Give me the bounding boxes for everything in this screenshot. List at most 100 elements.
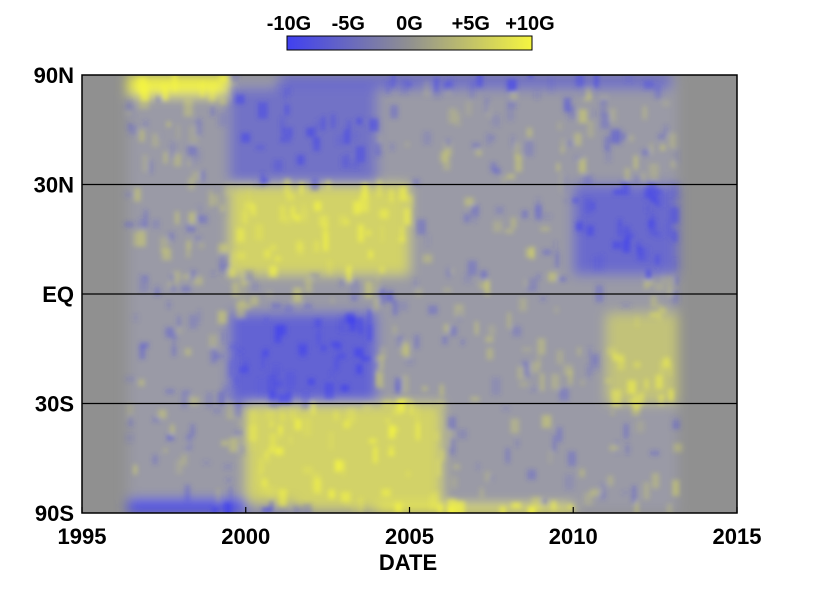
heatmap-cell [551, 501, 557, 511]
heatmap-cell [476, 463, 480, 470]
heatmap-cell [634, 501, 639, 513]
heatmap-cell [229, 344, 237, 349]
heatmap-cell [611, 389, 622, 407]
heatmap-cell [314, 240, 320, 252]
heatmap-cell [236, 301, 246, 319]
heatmap-cell [273, 380, 283, 387]
heatmap-cell [196, 205, 203, 221]
heatmap-cell [413, 278, 418, 288]
heatmap-cell [226, 402, 236, 420]
heatmap-cell [139, 342, 150, 348]
heatmap-cell [429, 493, 435, 510]
heatmap-cell [390, 143, 395, 151]
heatmap-cell [166, 121, 171, 127]
heatmap-cell [280, 116, 285, 135]
heatmap-cell [223, 183, 233, 196]
heatmap-cell [311, 402, 316, 415]
heatmap-cell [350, 318, 358, 323]
heatmap-cell [328, 431, 334, 450]
heatmap-cell [290, 206, 296, 218]
heatmap-cell [402, 397, 412, 403]
heatmap-cell [293, 507, 304, 513]
heatmap-cell [554, 306, 559, 313]
heatmap-cell [173, 328, 183, 334]
heatmap-cell [540, 296, 547, 302]
heatmap-cell [340, 155, 349, 169]
heatmap-cell [314, 478, 322, 494]
heatmap-cell [542, 249, 552, 255]
heatmap-cell [394, 502, 403, 513]
heatmap-cell [672, 479, 680, 497]
colorbar-gradient [286, 35, 533, 51]
heatmap-cell [186, 222, 196, 233]
heatmap-cell [234, 429, 244, 436]
heatmap-cell [301, 392, 311, 410]
heatmap-cell [576, 219, 584, 233]
heatmap-cell [649, 311, 660, 318]
heatmap-cell [303, 418, 312, 436]
heatmap-cell [205, 392, 214, 409]
heatmap-cell [389, 189, 394, 203]
heatmap-cell [318, 215, 329, 226]
heatmap-cell [376, 368, 380, 386]
heatmap-cell [357, 224, 364, 242]
heatmap-cell [416, 219, 426, 235]
heatmap-cell [380, 225, 385, 243]
heatmap-cell [394, 377, 403, 392]
heatmap-cell [640, 173, 646, 183]
gridlines [82, 183, 737, 405]
heatmap-cell [522, 347, 533, 353]
heatmap-cell [463, 273, 472, 284]
heatmap-cell [551, 373, 560, 390]
heatmap-cell [292, 287, 303, 303]
heatmap-cell [286, 193, 295, 202]
heatmap-cell [505, 229, 514, 234]
heatmap-cell [189, 314, 198, 329]
heatmap-cell [472, 217, 477, 224]
heatmap-cell [156, 95, 163, 103]
heatmap-cell [645, 204, 651, 213]
heatmap-cell [535, 197, 541, 215]
heatmap-cell [574, 133, 582, 146]
heatmap-cell [470, 78, 479, 88]
heatmap-cell [649, 220, 657, 236]
heatmap-cell [406, 471, 411, 477]
heatmap-cell [173, 153, 182, 167]
heatmap-cell [188, 178, 195, 190]
heatmap-cell [210, 194, 220, 206]
heatmap-cell [314, 318, 322, 328]
heatmap-cell [388, 445, 395, 456]
heatmap-cell [392, 401, 402, 415]
heatmap-cell [343, 129, 351, 145]
heatmap-cell [654, 231, 663, 239]
heatmap-cell [559, 388, 569, 401]
heatmap-cell [323, 233, 329, 251]
heatmap-cell [642, 106, 648, 120]
heatmap-cell [549, 76, 553, 93]
heatmap-cell [356, 117, 362, 125]
heatmap-cell [320, 345, 327, 351]
heatmap-cell [186, 241, 191, 258]
heatmap-cell [629, 135, 634, 142]
heatmap-cell [210, 347, 218, 364]
heatmap-cell [232, 401, 242, 417]
heatmap-cell [138, 129, 145, 142]
heatmap-cell [345, 500, 350, 507]
heatmap-cell [594, 75, 599, 88]
heatmap-cell [268, 390, 277, 400]
heatmap-cell [643, 80, 654, 89]
heatmap-cell [668, 133, 677, 149]
heatmap-cell [455, 501, 465, 513]
heatmap-cell [211, 271, 215, 276]
heatmap-cell [365, 230, 371, 236]
heatmap-cell [184, 348, 192, 356]
heatmap-cell [330, 341, 340, 347]
heatmap-cell [583, 175, 593, 186]
heatmap-cell [379, 209, 389, 219]
heatmap-cell [606, 347, 617, 356]
heatmap-cell [125, 376, 135, 382]
heatmap-cell [198, 242, 205, 249]
heatmap-cell [269, 500, 274, 511]
heatmap-cell [476, 75, 483, 88]
